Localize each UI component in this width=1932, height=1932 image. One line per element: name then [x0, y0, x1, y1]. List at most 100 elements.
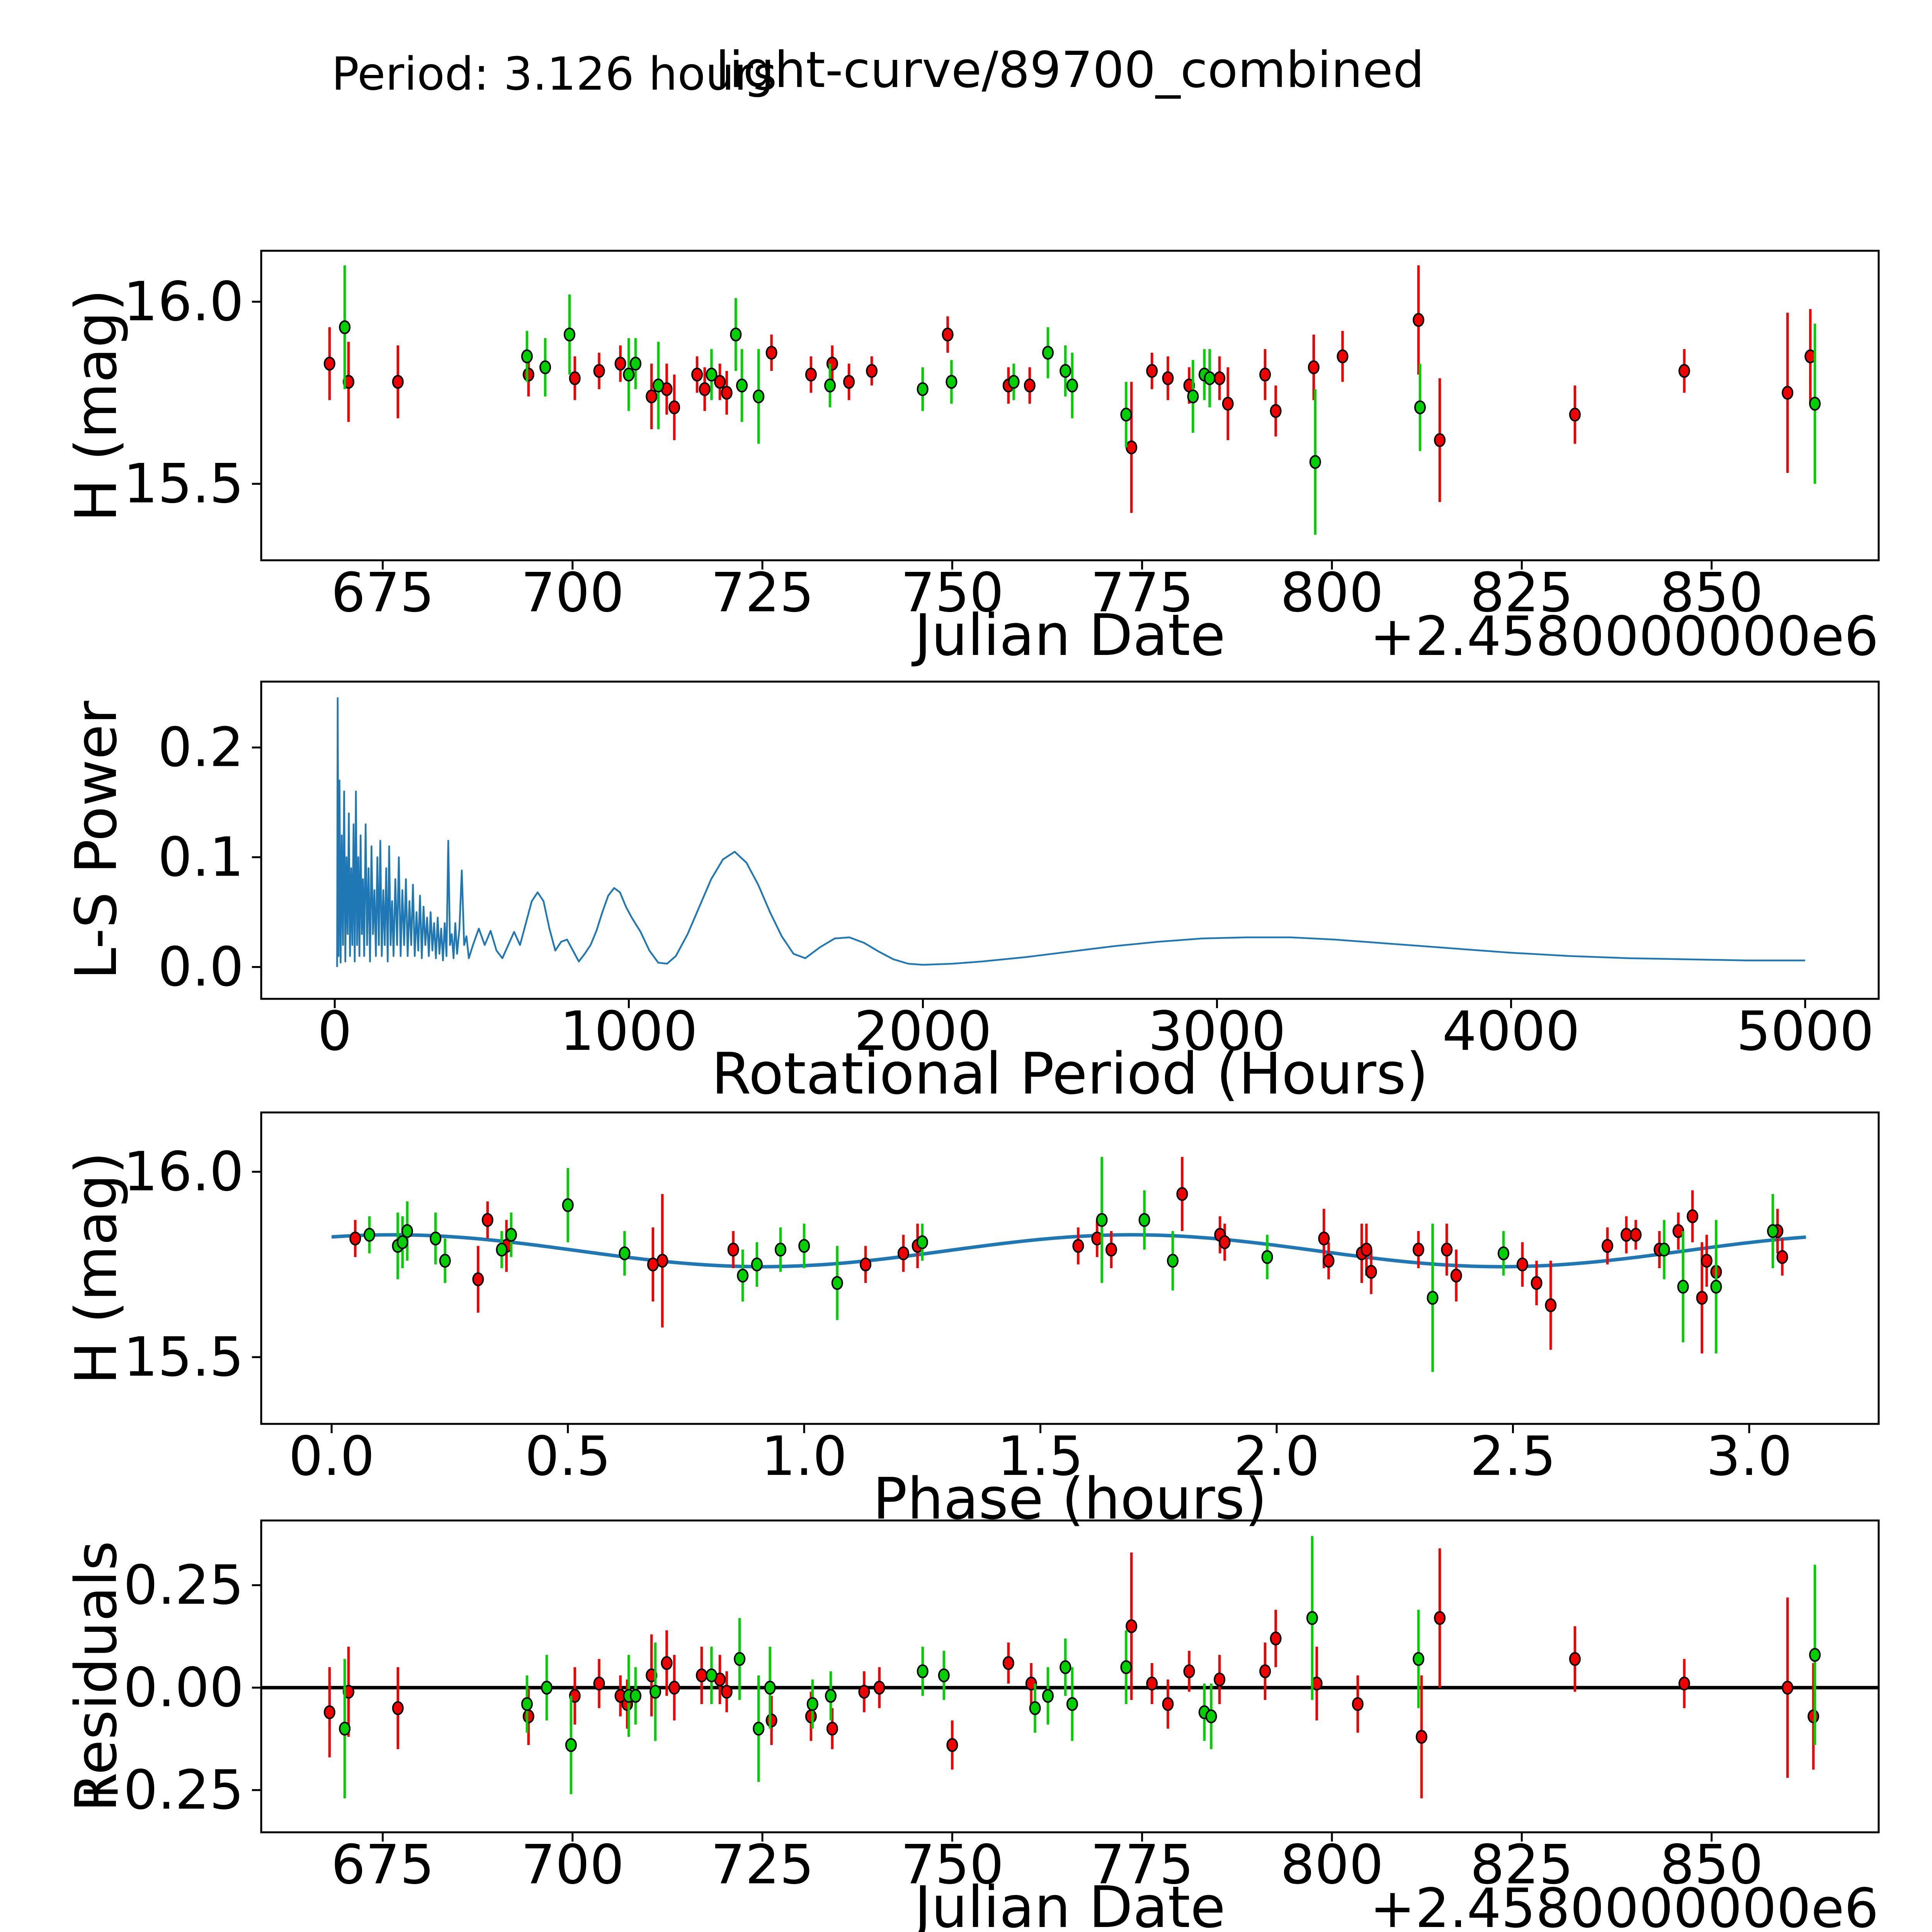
data-point: [565, 1738, 577, 1752]
data-point: [946, 1738, 958, 1752]
data-point: [1120, 408, 1132, 422]
data-point: [1096, 1213, 1108, 1227]
data-point: [1569, 408, 1581, 422]
x-tick-label: 4000: [1442, 1000, 1580, 1063]
data-point: [1309, 455, 1321, 469]
data-point: [401, 1224, 413, 1238]
x-tick-label: 825: [1470, 561, 1573, 624]
x-tick-label: 775: [1090, 561, 1194, 624]
data-point: [1306, 1611, 1318, 1625]
green-observations: [339, 265, 1821, 535]
y-axis-label: Residuals: [63, 1541, 129, 1812]
data-point: [753, 389, 765, 403]
data-point: [1008, 375, 1020, 389]
x-tick-label: 2000: [854, 1000, 992, 1063]
jd-magnitude-panel: 675 700 725 750 775 800 825 850 15.5 16.0 Julian D…: [63, 250, 1880, 668]
data-point: [1498, 1246, 1510, 1260]
x-tick-label: 750: [901, 561, 1004, 624]
data-point: [1361, 1243, 1372, 1257]
data-point: [727, 1243, 739, 1257]
data-point: [481, 1213, 493, 1227]
data-point: [1308, 360, 1320, 374]
data-point: [1427, 1291, 1439, 1305]
x-tick-label: 1000: [560, 1000, 697, 1063]
data-point: [1261, 1250, 1273, 1264]
data-point: [706, 367, 718, 382]
data-point: [364, 1228, 376, 1242]
data-point: [1776, 1250, 1788, 1264]
data-point: [696, 1668, 707, 1682]
data-point: [1060, 364, 1071, 378]
x-tick-label: 825: [1470, 1833, 1573, 1896]
data-point: [619, 1246, 631, 1260]
data-point: [1678, 1677, 1690, 1691]
data-point: [1365, 1265, 1377, 1279]
data-point: [1545, 1298, 1557, 1312]
data-point: [736, 378, 748, 393]
data-point: [1162, 1697, 1174, 1711]
data-point: [1138, 1213, 1150, 1227]
data-point: [1270, 404, 1282, 418]
x-tick-label: 725: [711, 561, 814, 624]
data-point: [917, 382, 929, 396]
data-point: [1187, 389, 1199, 403]
data-point: [765, 1713, 777, 1728]
data-point: [897, 1246, 909, 1260]
y-axis-label: L-S Power: [63, 701, 129, 980]
data-point: [699, 382, 711, 396]
data-point: [1105, 1243, 1117, 1257]
data-point: [539, 360, 551, 374]
data-point: [917, 1664, 929, 1679]
data-point: [661, 1656, 673, 1670]
data-point: [1516, 1257, 1528, 1272]
figure-title: light-curve/89700_combined: [716, 41, 1424, 99]
phase-folded-panel: 0.0 0.5 1.0 1.5 2.0 2.5 3.0 15.5 16.0 Phase (hour…: [63, 1111, 1880, 1532]
data-point: [1259, 367, 1271, 382]
x-axis-label: Rotational Period (Hours): [711, 1041, 1428, 1107]
data-point: [396, 1235, 408, 1249]
x-tick-label: 700: [521, 561, 624, 624]
data-point: [1066, 1697, 1078, 1711]
x-tick-label: 2.0: [1234, 1425, 1320, 1488]
data-point: [873, 1680, 885, 1695]
y-tick-label: 0.0: [158, 936, 244, 999]
data-point: [593, 364, 605, 378]
data-point: [843, 375, 855, 389]
x-tick-label: 800: [1280, 561, 1383, 624]
x-tick-label: 0: [318, 1000, 352, 1063]
data-point: [1126, 440, 1138, 454]
data-point: [1126, 1619, 1138, 1633]
x-tick-label: 1.0: [761, 1425, 847, 1488]
data-point: [593, 1677, 605, 1691]
data-point: [1042, 345, 1054, 360]
x-tick-label: 0.5: [525, 1425, 611, 1488]
data-point: [1162, 371, 1174, 385]
data-point: [1782, 1680, 1794, 1695]
data-point: [1569, 1652, 1581, 1666]
data-point: [1214, 371, 1226, 385]
data-point: [1413, 1652, 1425, 1666]
data-point: [1441, 1243, 1453, 1257]
y-tick-label: 15.5: [123, 452, 244, 515]
data-point: [569, 371, 581, 385]
data-point: [831, 1276, 843, 1290]
x-tick-label: 750: [901, 1833, 1004, 1896]
data-point: [1337, 349, 1349, 364]
data-point: [1002, 1656, 1014, 1670]
green-observations: [364, 1157, 1779, 1372]
data-point: [496, 1243, 508, 1257]
data-point: [1415, 1730, 1427, 1744]
data-point: [942, 327, 954, 342]
x-tick-label: 700: [521, 1833, 624, 1896]
x-axis-offset-label: +2.4580000000e6: [1370, 1877, 1879, 1932]
data-point: [1066, 378, 1078, 393]
y-tick-label: 0.1: [158, 826, 244, 889]
data-point: [691, 367, 703, 382]
data-point: [629, 1689, 641, 1703]
axes-frame: [260, 250, 1880, 561]
y-tick-label: 0.25: [123, 1554, 244, 1617]
data-point: [614, 357, 626, 371]
data-point: [1807, 1709, 1819, 1723]
data-point: [1029, 1701, 1041, 1715]
